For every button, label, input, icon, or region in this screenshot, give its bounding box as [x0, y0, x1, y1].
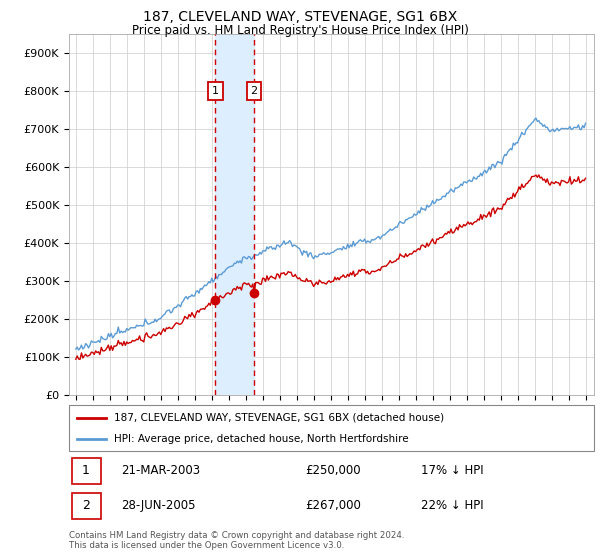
Text: 28-JUN-2005: 28-JUN-2005 [121, 500, 196, 512]
Text: Contains HM Land Registry data © Crown copyright and database right 2024.
This d: Contains HM Land Registry data © Crown c… [69, 530, 404, 550]
Text: 2: 2 [250, 86, 257, 96]
FancyBboxPatch shape [69, 405, 594, 451]
Text: 17% ↓ HPI: 17% ↓ HPI [421, 464, 484, 477]
Bar [215, 34, 254, 395]
Text: 21-MAR-2003: 21-MAR-2003 [121, 464, 200, 477]
Text: 1: 1 [212, 86, 219, 96]
Text: 1: 1 [82, 464, 90, 477]
Text: 187, CLEVELAND WAY, STEVENAGE, SG1 6BX (detached house): 187, CLEVELAND WAY, STEVENAGE, SG1 6BX (… [113, 413, 444, 423]
FancyBboxPatch shape [71, 458, 101, 484]
Text: £267,000: £267,000 [305, 500, 361, 512]
Text: 187, CLEVELAND WAY, STEVENAGE, SG1 6BX: 187, CLEVELAND WAY, STEVENAGE, SG1 6BX [143, 10, 457, 24]
Text: 22% ↓ HPI: 22% ↓ HPI [421, 500, 484, 512]
Text: Price paid vs. HM Land Registry's House Price Index (HPI): Price paid vs. HM Land Registry's House … [131, 24, 469, 36]
Text: 2: 2 [82, 500, 90, 512]
FancyBboxPatch shape [71, 493, 101, 519]
Text: £250,000: £250,000 [305, 464, 361, 477]
Text: HPI: Average price, detached house, North Hertfordshire: HPI: Average price, detached house, Nort… [113, 435, 408, 444]
